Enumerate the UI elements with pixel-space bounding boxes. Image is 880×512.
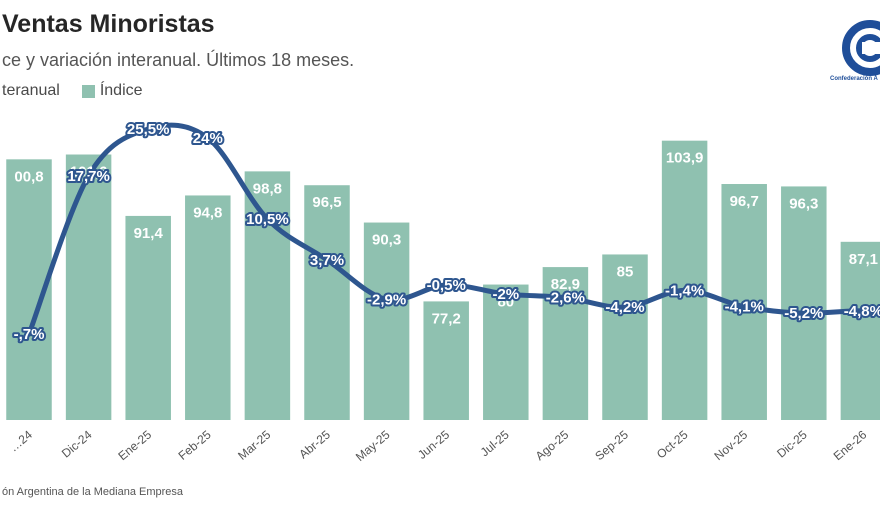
source-note: ón Argentina de la Mediana Empresa — [2, 486, 184, 498]
line-value-label: -2,6% — [546, 290, 585, 307]
legend-bar-swatch — [81, 84, 95, 98]
bar — [304, 185, 350, 420]
line-value-label: 24% — [193, 130, 223, 147]
bar — [185, 195, 231, 420]
x-tick-label: Dic-25 — [774, 427, 810, 460]
x-tick-label: Ene-25 — [115, 427, 154, 463]
bar-value-label: 77,2 — [432, 310, 461, 327]
x-tick-label: …24 — [7, 427, 36, 454]
bar-value-label: 96,5 — [312, 194, 341, 211]
series-line — [26, 122, 880, 337]
line-value-label: -5,2% — [784, 305, 823, 322]
x-tick-label: Ene-26 — [831, 427, 870, 463]
logo-icon — [824, 18, 880, 90]
x-tick-label: May-25 — [353, 427, 393, 464]
line-value-label: -4,2% — [605, 299, 644, 316]
bar-value-label: 96,7 — [730, 193, 759, 210]
bar — [602, 254, 648, 420]
bar — [542, 267, 589, 420]
bar-value-label: 103,9 — [666, 150, 704, 167]
x-tick-label: Dic-24 — [59, 427, 95, 460]
line-value-label: 17,7% — [67, 168, 110, 185]
bar-value-label: 90,3 — [372, 232, 401, 249]
line-value-label: -,7% — [14, 326, 45, 343]
x-tick-label: Feb-25 — [176, 427, 214, 462]
bar-value-label: 82,9 — [551, 276, 580, 293]
bar-value-label: 96,3 — [789, 195, 818, 212]
bar-value-label: 94,8 — [193, 204, 222, 221]
line-value-label: -4,8% — [844, 303, 880, 320]
x-tick-label: Ago-25 — [533, 427, 572, 463]
chart-subtitle: ce y variación interanual. Últimos 18 me… — [2, 50, 355, 70]
logo-text: Confederación A — [830, 76, 878, 82]
bar — [423, 301, 469, 420]
legend-bar-label: Índice — [99, 82, 143, 99]
legend-line-label: teranual — [2, 82, 60, 99]
x-tick-label: Abr-25 — [296, 427, 333, 461]
bar — [125, 215, 171, 420]
bar-value-label: 87,1 — [849, 251, 878, 268]
bar — [244, 171, 291, 420]
bar — [781, 186, 827, 420]
x-tick-label: Oct-25 — [654, 427, 691, 461]
bar — [65, 154, 112, 420]
line-value-label: -2% — [492, 286, 519, 303]
line-value-label: 10,5% — [246, 211, 289, 228]
x-tick-label: Jun-25 — [415, 427, 452, 462]
bar — [483, 284, 529, 420]
chart-title: Ventas Minoristas — [2, 10, 215, 38]
line-value-label: 25,5% — [127, 121, 170, 138]
x-tick-label: Sep-25 — [592, 427, 631, 463]
line-value-label: -0,5% — [427, 277, 466, 294]
line-value-label: -2,9% — [367, 291, 406, 308]
bar — [840, 241, 880, 420]
line-value-label: -1,4% — [665, 282, 704, 299]
x-tick-label: Nov-25 — [711, 427, 750, 463]
bar — [363, 222, 410, 420]
legend: teranual Índice — [2, 82, 143, 100]
line-value-label: -4,1% — [725, 299, 764, 316]
line-value-label: 3,7% — [310, 252, 344, 269]
bar-value-label: 91,4 — [134, 225, 164, 242]
bar-value-label: 85 — [617, 263, 634, 280]
bar-value-label: 101,6 — [70, 164, 108, 181]
bar-value-label: 00,8 — [14, 168, 43, 185]
x-tick-label: Mar-25 — [235, 427, 273, 462]
bar-value-label: 80 — [497, 294, 514, 311]
x-tick-label: Jul-25 — [478, 427, 512, 459]
bar-value-label: 98,8 — [253, 180, 282, 197]
bar — [661, 140, 708, 420]
